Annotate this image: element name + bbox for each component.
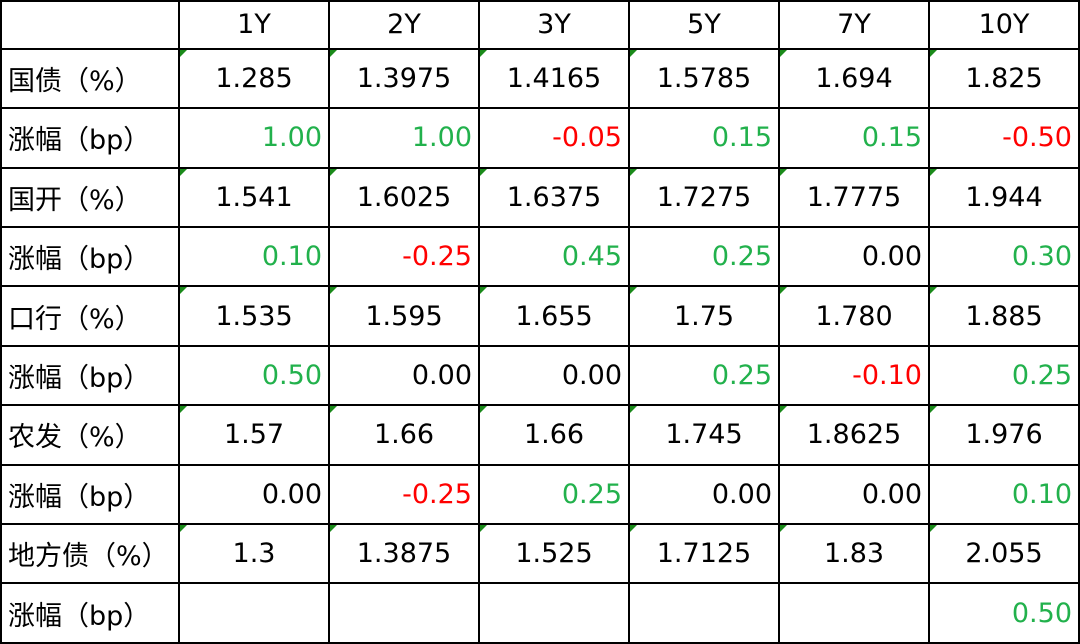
yield-cell: 1.5785 [628,47,780,110]
empty-cell [778,582,930,644]
row-label: 涨幅（bp） [0,226,180,288]
change-cell: 0.00 [778,226,930,288]
empty-cell [178,582,330,644]
yield-cell: 1.976 [928,404,1080,466]
yield-cell: 1.694 [778,47,930,110]
change-cell: -0.05 [478,107,630,169]
change-cell: 0.00 [778,463,930,526]
row-label: 国开（%） [0,166,180,229]
change-cell: 0.25 [478,463,630,526]
change-cell: 0.10 [928,463,1080,526]
yield-cell: 1.8625 [778,404,930,466]
change-cell: 0.50 [178,344,330,407]
change-cell: -0.50 [928,107,1080,169]
yield-cell: 1.885 [928,285,1080,347]
yield-cell: 1.7775 [778,166,930,229]
row-label: 国债（%） [0,47,180,110]
yield-cell: 1.6025 [328,166,480,229]
yield-cell: 1.66 [478,404,630,466]
yield-cell: 2.055 [928,523,1080,585]
table-row: 涨幅（bp） 1.00 1.00 -0.05 0.15 0.15 -0.50 [0,107,1080,169]
change-cell: 0.10 [178,226,330,288]
column-header: 10Y [928,0,1080,50]
table-row: 国开（%） 1.541 1.6025 1.6375 1.7275 1.7775 1.944 [0,166,1080,229]
change-cell: 0.15 [778,107,930,169]
change-cell: 0.25 [628,344,780,407]
column-header: 3Y [478,0,630,50]
table-row: 涨幅（bp） 0.00 -0.25 0.25 0.00 0.00 0.10 [0,463,1080,526]
table-row: 涨幅（bp） 0.50 0.00 0.00 0.25 -0.10 0.25 [0,344,1080,407]
column-header: 1Y [178,0,330,50]
table-row: 口行（%） 1.535 1.595 1.655 1.75 1.780 1.885 [0,285,1080,347]
table-row: 涨幅（bp） 0.10 -0.25 0.45 0.25 0.00 0.30 [0,226,1080,288]
row-label: 涨幅（bp） [0,107,180,169]
column-header: 5Y [628,0,780,50]
table-row: 国债（%） 1.285 1.3975 1.4165 1.5785 1.694 1.825 [0,47,1080,110]
empty-cell [478,582,630,644]
change-cell: -0.25 [328,226,480,288]
empty-cell [328,582,480,644]
yield-cell: 1.83 [778,523,930,585]
change-cell: 0.00 [178,463,330,526]
change-cell: 0.45 [478,226,630,288]
change-cell: 0.25 [928,344,1080,407]
yield-cell: 1.6375 [478,166,630,229]
row-label: 农发（%） [0,404,180,466]
change-cell: 0.15 [628,107,780,169]
row-label: 地方债（%） [0,523,180,585]
yield-cell: 1.7125 [628,523,780,585]
yield-cell: 1.780 [778,285,930,347]
change-cell: -0.10 [778,344,930,407]
yield-cell: 1.75 [628,285,780,347]
yield-cell: 1.825 [928,47,1080,110]
table-row: 农发（%） 1.57 1.66 1.66 1.745 1.8625 1.976 [0,404,1080,466]
change-cell: 0.30 [928,226,1080,288]
change-cell: 0.00 [328,344,480,407]
change-cell: 0.00 [628,463,780,526]
row-label: 涨幅（bp） [0,344,180,407]
change-cell: 0.00 [478,344,630,407]
change-cell: 0.50 [928,582,1080,644]
column-header: 7Y [778,0,930,50]
change-cell: -0.25 [328,463,480,526]
table-row: 涨幅（bp） 0.50 [0,582,1080,644]
yield-cell: 1.745 [628,404,780,466]
yield-cell: 1.66 [328,404,480,466]
yield-cell: 1.4165 [478,47,630,110]
yield-cell: 1.3 [178,523,330,585]
yield-cell: 1.3875 [328,523,480,585]
change-cell: 1.00 [328,107,480,169]
change-cell: 0.25 [628,226,780,288]
empty-cell [628,582,780,644]
yield-cell: 1.535 [178,285,330,347]
change-cell: 1.00 [178,107,330,169]
yield-cell: 1.57 [178,404,330,466]
row-label: 口行（%） [0,285,180,347]
corner-cell [0,0,180,50]
table-row: 地方债（%） 1.3 1.3875 1.525 1.7125 1.83 2.055 [0,523,1080,585]
column-header: 2Y [328,0,480,50]
yield-cell: 1.595 [328,285,480,347]
yield-cell: 1.944 [928,166,1080,229]
yield-cell: 1.655 [478,285,630,347]
yield-cell: 1.541 [178,166,330,229]
yield-cell: 1.285 [178,47,330,110]
yield-cell: 1.3975 [328,47,480,110]
row-label: 涨幅（bp） [0,463,180,526]
yield-cell: 1.525 [478,523,630,585]
yield-cell: 1.7275 [628,166,780,229]
row-label: 涨幅（bp） [0,582,180,644]
header-row: 1Y 2Y 3Y 5Y 7Y 10Y [0,0,1080,50]
